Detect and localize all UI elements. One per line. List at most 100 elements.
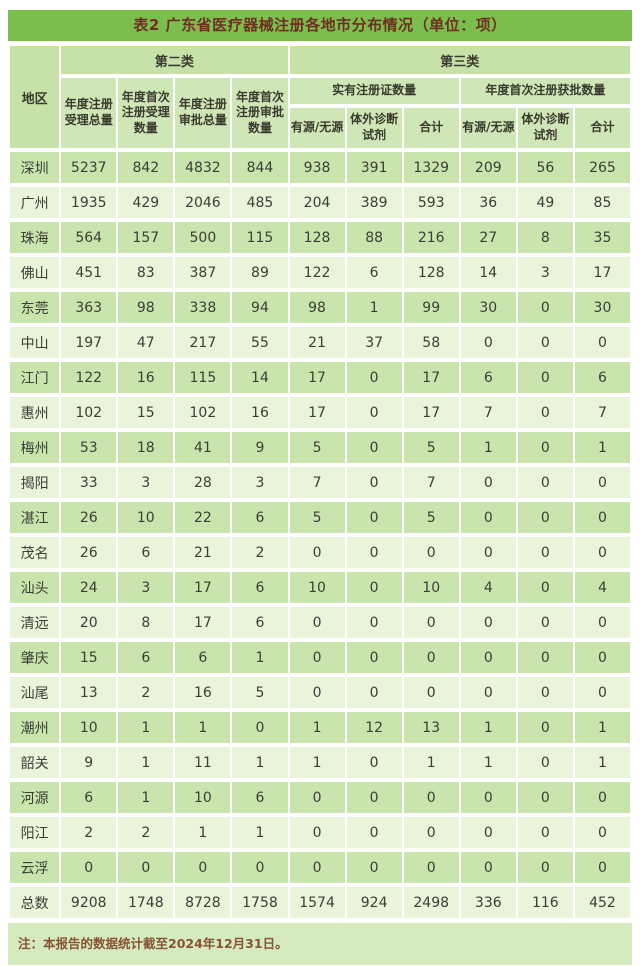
value-cell: 0 [403, 817, 459, 848]
value-cell: 0 [289, 817, 345, 848]
region-cell: 珠海 [10, 222, 60, 253]
value-cell: 56 [517, 152, 573, 183]
value-cell: 265 [574, 152, 630, 183]
value-cell: 102 [61, 397, 117, 428]
table-header: 地区 第二类 第三类 年度注册受理总量 年度首次注册受理数量 年度注册审批总量 … [10, 46, 630, 148]
value-cell: 36 [460, 187, 516, 218]
region-cell: 湛江 [10, 502, 60, 533]
table-row: 茂名 26 6 21 2 0 0 0 0 0 0 [10, 537, 630, 568]
value-cell: 2046 [175, 187, 231, 218]
table-row: 阳江 2 2 1 1 0 0 0 0 0 0 [10, 817, 630, 848]
value-cell: 593 [403, 187, 459, 218]
value-cell: 6 [118, 642, 174, 673]
table-row: 潮州 10 1 1 0 1 12 13 1 0 1 [10, 712, 630, 743]
table-row: 韶关 9 1 11 1 1 0 1 1 0 1 [10, 747, 630, 778]
value-cell: 1 [403, 747, 459, 778]
value-cell: 12 [346, 712, 402, 743]
column-header-powered-2: 有源/无源 [460, 108, 516, 148]
footnote: 注：本报告的数据统计截至2024年12月31日。 [8, 923, 632, 965]
value-cell: 429 [118, 187, 174, 218]
region-cell: 总数 [10, 887, 60, 918]
column-header-subtotal-2: 合计 [574, 108, 630, 148]
value-cell: 0 [346, 677, 402, 708]
value-cell: 17 [289, 362, 345, 393]
value-cell: 0 [574, 677, 630, 708]
value-cell: 10 [175, 782, 231, 813]
value-cell: 0 [517, 502, 573, 533]
value-cell: 157 [118, 222, 174, 253]
table-row: 珠海 564 157 500 115 128 88 216 27 8 35 [10, 222, 630, 253]
value-cell: 16 [175, 677, 231, 708]
value-cell: 0 [403, 607, 459, 638]
value-cell: 0 [574, 537, 630, 568]
region-cell: 广州 [10, 187, 60, 218]
value-cell: 9 [232, 432, 288, 463]
table-row: 清远 20 8 17 6 0 0 0 0 0 0 [10, 607, 630, 638]
value-cell: 2 [118, 817, 174, 848]
value-cell: 1935 [61, 187, 117, 218]
value-cell: 0 [232, 712, 288, 743]
value-cell: 0 [460, 817, 516, 848]
value-cell: 500 [175, 222, 231, 253]
value-cell: 5 [403, 502, 459, 533]
value-cell: 6 [346, 257, 402, 288]
value-cell: 10 [61, 712, 117, 743]
value-cell: 6 [460, 362, 516, 393]
value-cell: 6 [61, 782, 117, 813]
value-cell: 0 [460, 502, 516, 533]
value-cell: 47 [118, 327, 174, 358]
column-header-ivd-2: 体外诊断试剂 [517, 108, 573, 148]
value-cell: 102 [175, 397, 231, 428]
value-cell: 0 [346, 572, 402, 603]
value-cell: 5 [289, 502, 345, 533]
value-cell: 122 [289, 257, 345, 288]
value-cell: 17 [574, 257, 630, 288]
value-cell: 1329 [403, 152, 459, 183]
value-cell: 17 [403, 362, 459, 393]
value-cell: 58 [403, 327, 459, 358]
value-cell: 0 [346, 747, 402, 778]
header-row-class: 地区 第二类 第三类 [10, 46, 630, 148]
header-region: 地区 [10, 46, 60, 148]
value-cell: 338 [175, 292, 231, 323]
value-cell: 0 [289, 642, 345, 673]
value-cell: 336 [460, 887, 516, 918]
value-cell: 0 [460, 677, 516, 708]
value-cell: 30 [460, 292, 516, 323]
value-cell: 17 [403, 397, 459, 428]
column-header-first-approved: 年度首次注册审批数量 [232, 78, 288, 148]
value-cell: 116 [517, 887, 573, 918]
region-cell: 揭阳 [10, 467, 60, 498]
value-cell: 15 [61, 642, 117, 673]
table-row: 中山 197 47 217 55 21 37 58 0 0 0 [10, 327, 630, 358]
value-cell: 0 [289, 677, 345, 708]
value-cell: 7 [574, 397, 630, 428]
value-cell: 30 [574, 292, 630, 323]
value-cell: 0 [346, 817, 402, 848]
value-cell: 217 [175, 327, 231, 358]
value-cell: 0 [403, 782, 459, 813]
table-row: 汕尾 13 2 16 5 0 0 0 0 0 0 [10, 677, 630, 708]
group-header-active-certificates: 实有注册证数量 [289, 78, 459, 104]
value-cell: 0 [346, 607, 402, 638]
value-cell: 0 [460, 537, 516, 568]
table-row: 肇庆 15 6 6 1 0 0 0 0 0 0 [10, 642, 630, 673]
value-cell: 1 [460, 712, 516, 743]
value-cell: 15 [118, 397, 174, 428]
table-row: 广州 1935 429 2046 485 204 389 593 36 49 85 [10, 187, 630, 218]
registration-table: 地区 第二类 第三类 年度注册受理总量 年度首次注册受理数量 年度注册审批总量 … [8, 42, 632, 922]
value-cell: 9208 [61, 887, 117, 918]
value-cell: 204 [289, 187, 345, 218]
value-cell: 1 [175, 817, 231, 848]
value-cell: 1 [232, 642, 288, 673]
region-cell: 佛山 [10, 257, 60, 288]
value-cell: 5237 [61, 152, 117, 183]
value-cell: 55 [232, 327, 288, 358]
value-cell: 6 [232, 572, 288, 603]
value-cell: 2 [118, 677, 174, 708]
value-cell: 6 [574, 362, 630, 393]
value-cell: 216 [403, 222, 459, 253]
value-cell: 842 [118, 152, 174, 183]
value-cell: 98 [289, 292, 345, 323]
